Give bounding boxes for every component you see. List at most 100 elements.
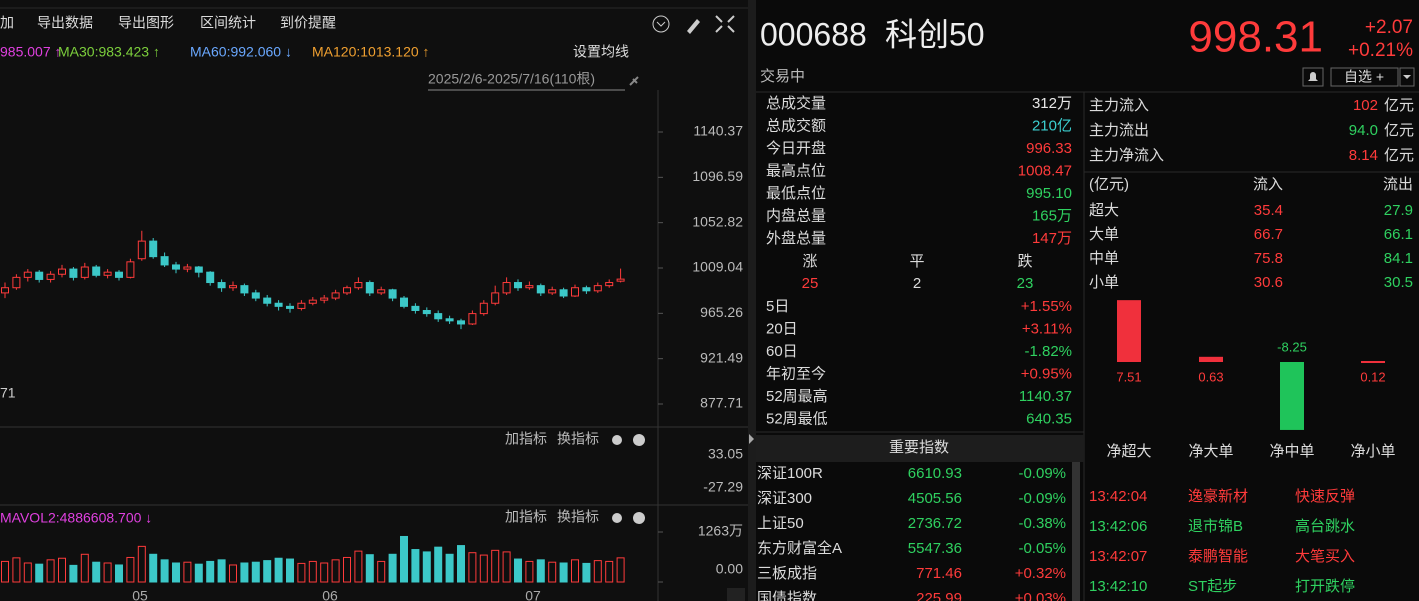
breadth-label: 跌 (1017, 253, 1032, 270)
toolbar-button[interactable]: 加 (0, 15, 14, 31)
panel-tool[interactable]: 加指标 (505, 431, 547, 447)
alert-button[interactable] (1302, 67, 1324, 87)
index-value: 2736.72 (908, 515, 962, 532)
volume-bar (137, 545, 146, 583)
candle-body (229, 285, 237, 289)
dropdown-button[interactable] (1399, 67, 1415, 87)
candle-body (571, 287, 579, 297)
panel-tool[interactable]: 换指标 (557, 509, 599, 525)
ticker-name[interactable]: 退市锦B (1188, 518, 1243, 535)
close-icon[interactable] (633, 434, 645, 446)
volume-legend: MAVOL2:4886608.700 ↓ (0, 510, 152, 526)
y-tick-label: 965.26 (700, 304, 743, 320)
panel-tool[interactable]: 加指标 (505, 509, 547, 525)
y-tick-label: 921.49 (700, 349, 743, 365)
flow-unit: 亿元 (1384, 122, 1414, 139)
toolbar-button[interactable]: 导出数据 (37, 15, 93, 31)
breadth-label: 涨 (802, 253, 817, 270)
index-name[interactable]: 三板成指 (757, 564, 817, 582)
panel-tool[interactable]: 换指标 (557, 431, 599, 447)
period-value: +0.95% (1021, 365, 1072, 382)
splitter[interactable] (748, 0, 756, 601)
candle-body (137, 240, 146, 260)
scroll-button[interactable] (727, 588, 745, 601)
splitter-handle[interactable] (749, 434, 754, 444)
stat-label: 外盘总量 (766, 229, 826, 247)
period-label: 年初至今 (766, 365, 826, 382)
collapse-icon (656, 21, 666, 27)
stock-code: 000688 (760, 16, 867, 52)
volume-bar (445, 553, 454, 583)
index-name[interactable]: 深证300 (757, 490, 812, 507)
index-value: 6610.93 (908, 465, 962, 482)
flow-unit: 亿元 (1384, 97, 1414, 114)
volume-bar (263, 560, 272, 583)
candle-body (445, 318, 454, 322)
volume-bar (457, 545, 465, 583)
toolbar-button[interactable]: 到价提醒 (280, 15, 336, 31)
settings-icon[interactable] (612, 513, 622, 523)
volume-bar (365, 554, 374, 583)
settings-icon[interactable] (612, 435, 622, 445)
watch-label[interactable]: 自选 + (1344, 69, 1384, 85)
index-name[interactable]: 上证50 (757, 515, 804, 532)
scrollbar[interactable] (1072, 462, 1080, 601)
volume-bar (548, 561, 557, 583)
volume-bar (1, 560, 9, 583)
expand-icon[interactable] (715, 15, 735, 33)
volume-bar (297, 562, 306, 583)
brush-icon[interactable] (687, 19, 700, 34)
net-flow-bar (1199, 356, 1223, 362)
volume-bar (571, 559, 579, 583)
volume-bar (593, 560, 602, 583)
period-label: 52周最低 (766, 410, 828, 427)
candle-body (194, 266, 203, 273)
volume-bar (388, 553, 397, 583)
outflow: 84.1 (1384, 250, 1413, 267)
index-pct: -0.09% (1018, 465, 1066, 482)
collapse-icon[interactable] (652, 15, 670, 33)
index-name[interactable]: 东方财富全A (757, 539, 842, 557)
index-name[interactable]: 国债指数 (757, 590, 817, 601)
index-pct: -0.38% (1018, 515, 1066, 532)
index-name[interactable]: 深证100R (757, 465, 823, 482)
volume-bar (183, 561, 192, 583)
ticker-name[interactable]: ST起步 (1188, 578, 1237, 595)
candle-body (263, 297, 272, 304)
ticker-event: 大笔买入 (1295, 548, 1355, 565)
x-tick-label: 07 (525, 588, 541, 601)
candle-body (582, 287, 591, 292)
candle-body (491, 292, 500, 304)
y-tick-label: 33.05 (708, 446, 743, 462)
flow-value: 94.0 (1349, 122, 1378, 139)
volume-bar (69, 564, 78, 583)
volume-bar (274, 557, 283, 583)
y-tick-label: 1263万 (698, 523, 743, 539)
volume-bar (411, 549, 420, 583)
candle-body (46, 273, 55, 280)
candle-body (23, 271, 32, 278)
candle-body (58, 268, 66, 275)
candle-body (616, 278, 625, 282)
watch-button[interactable] (1330, 67, 1399, 87)
toolbar-button[interactable]: 导出图形 (118, 15, 174, 31)
index-pct: +0.32% (1015, 565, 1066, 582)
candle-body (308, 299, 317, 304)
index-value: 4505.56 (908, 490, 962, 507)
toolbar-button[interactable]: 区间统计 (200, 15, 256, 31)
period-value: +3.11% (1022, 320, 1072, 337)
close-icon[interactable] (633, 512, 645, 524)
net-flow-bar (1280, 362, 1304, 430)
y-tick-label: 877.71 (700, 395, 743, 411)
ma-setting[interactable]: 设置均线 (573, 44, 629, 60)
candle-body (160, 256, 169, 266)
stat-value: 312万 (1032, 95, 1072, 112)
pin-icon[interactable] (629, 76, 639, 86)
ticker-name[interactable]: 逸豪新材 (1188, 487, 1248, 505)
y-tick-label: 1052.82 (692, 213, 743, 229)
outflow: 66.1 (1384, 226, 1413, 243)
net-flow-category: 净小单 (1350, 443, 1395, 460)
outflow: 27.9 (1384, 202, 1413, 219)
ticker-name[interactable]: 泰鹏智能 (1188, 547, 1248, 565)
candle-body (80, 266, 89, 278)
